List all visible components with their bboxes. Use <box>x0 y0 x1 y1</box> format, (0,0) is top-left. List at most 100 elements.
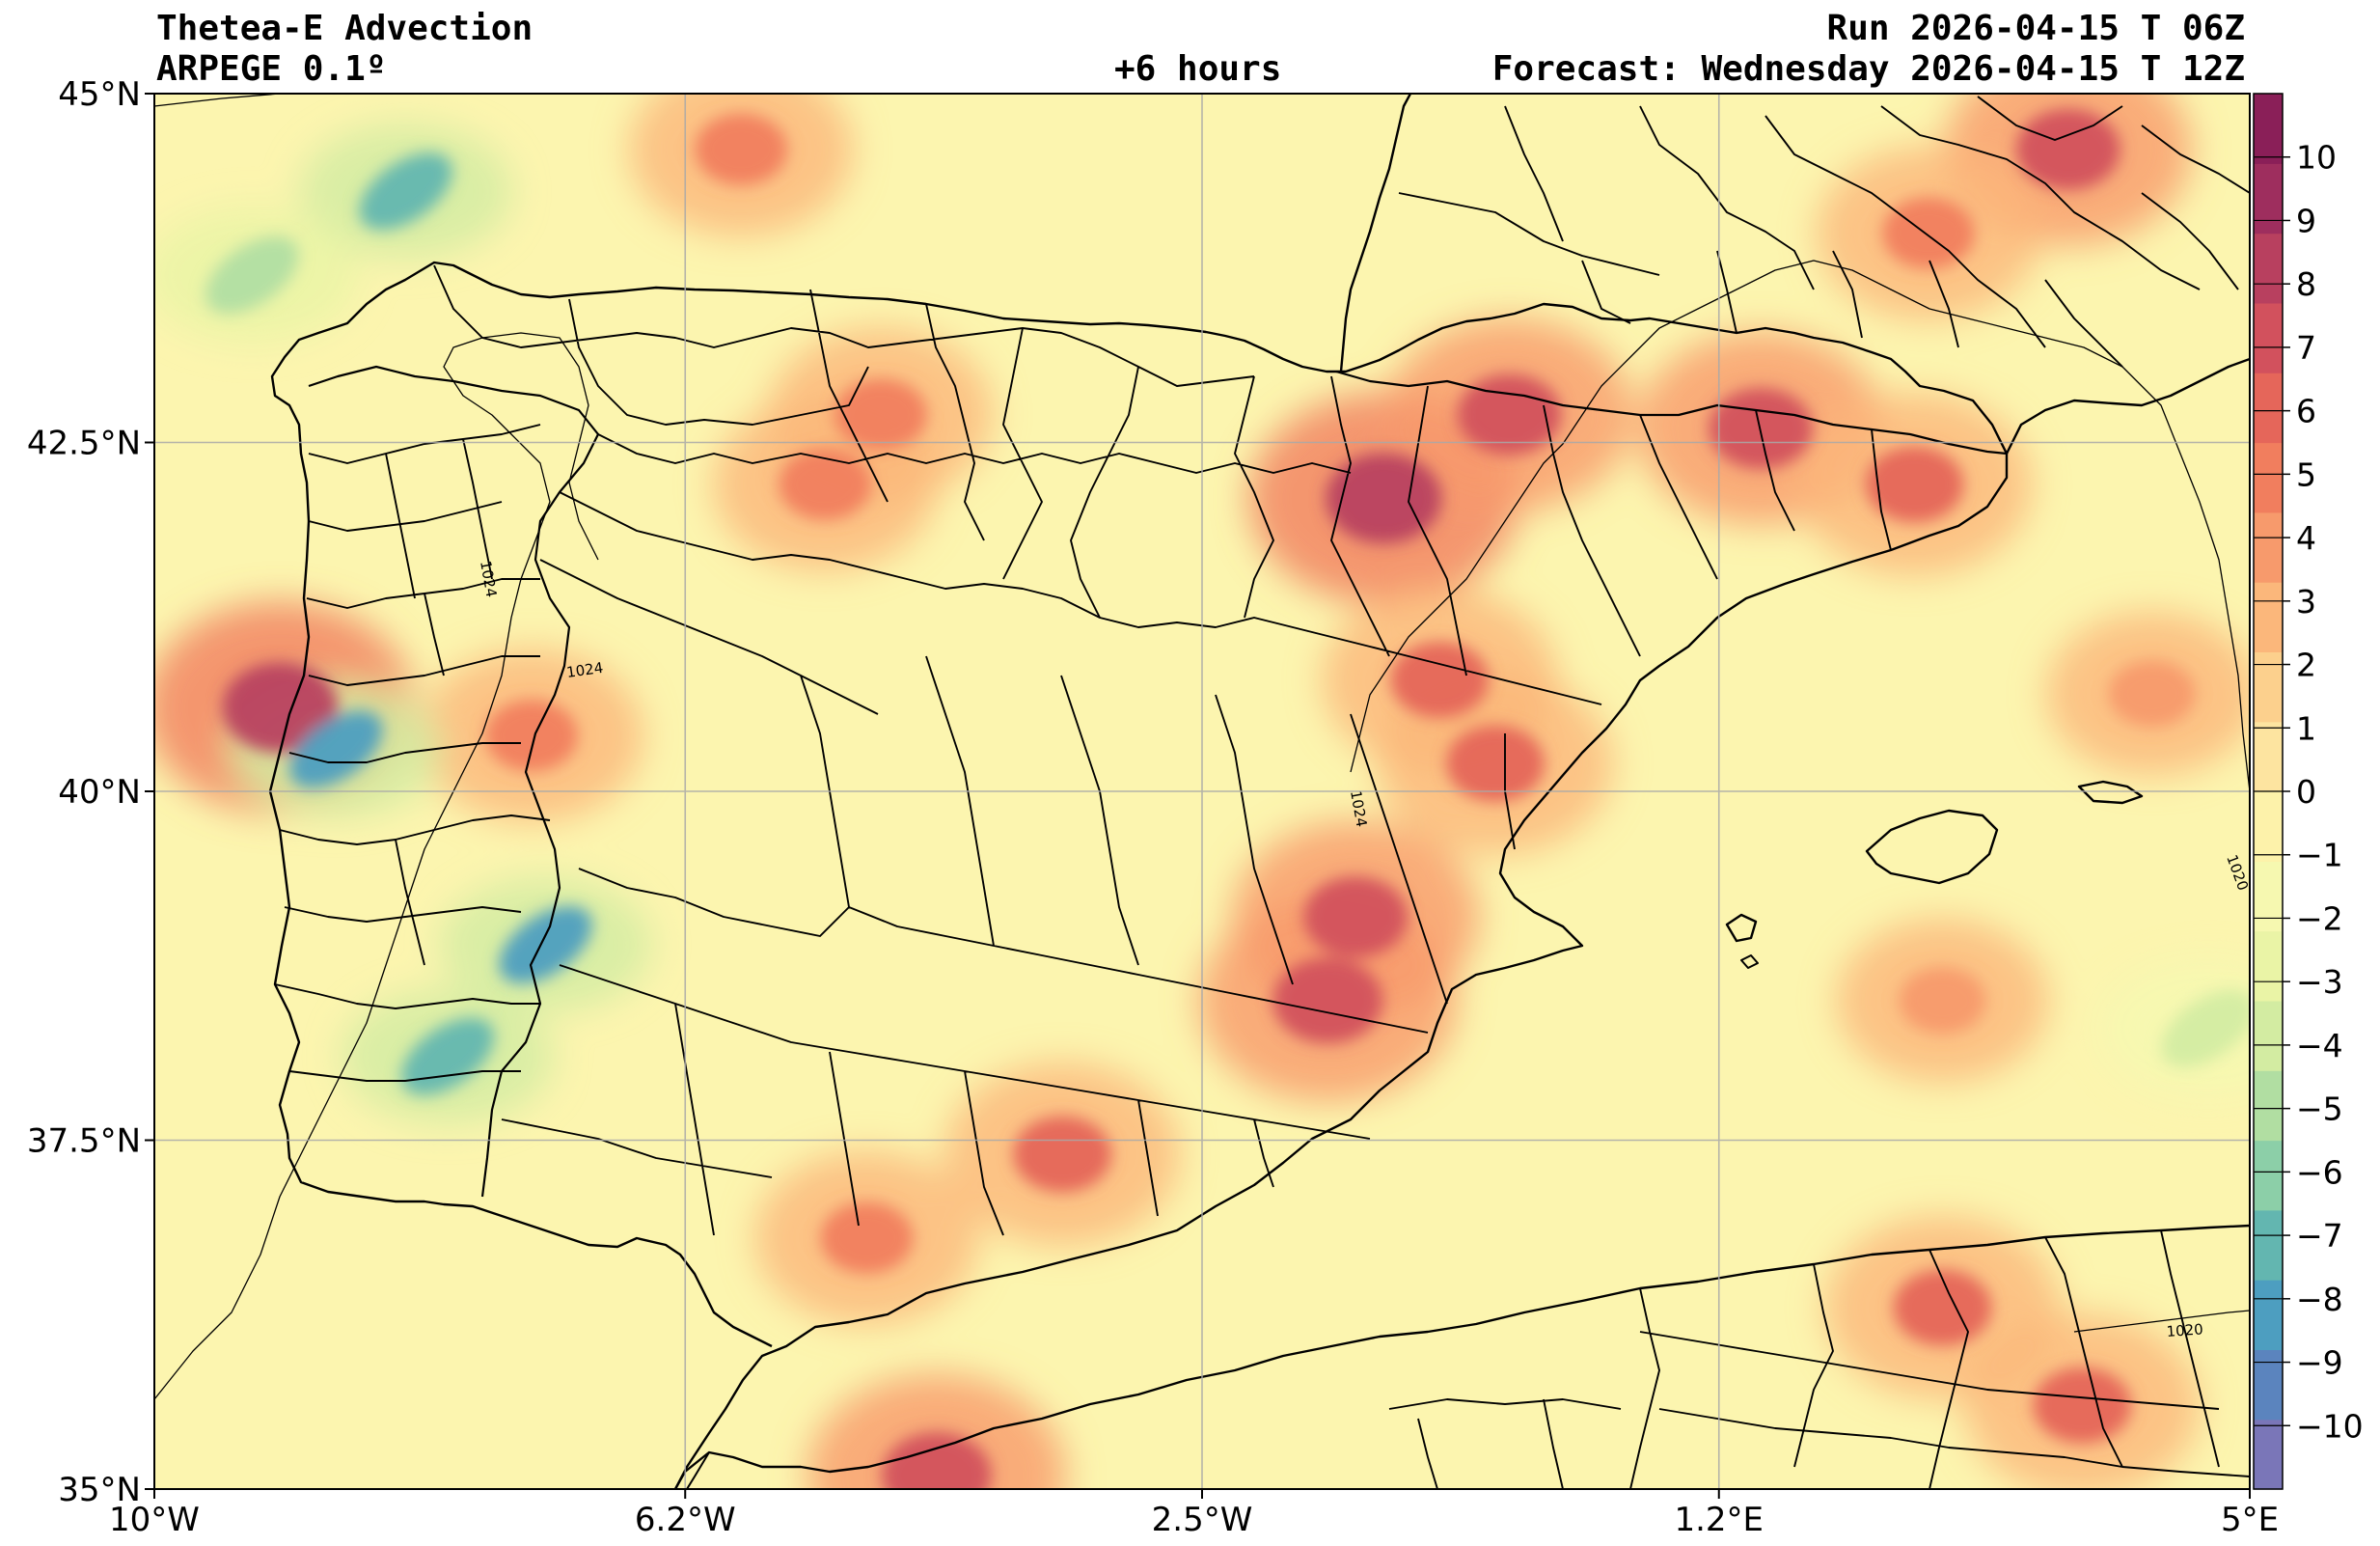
x-tick-label: 6.2°W <box>635 1501 736 1539</box>
advection-halo-warm <box>807 1373 1066 1489</box>
mallorca-island <box>1865 809 1999 885</box>
colorbar-segment <box>2254 373 2283 444</box>
colorbar-tick-label: −5 <box>2296 1090 2343 1128</box>
axis-ticks: 10°W 6.2°W 2.5°W 1.2°E 5°E 45°N 42.5°N 40°N 37.5… <box>27 75 2279 1539</box>
y-tick-label: 42.5°N <box>27 425 141 463</box>
advection-core-warm <box>1457 373 1562 456</box>
colorbar-segment <box>2254 791 2283 862</box>
ibiza-island <box>1725 913 1758 943</box>
isobar-label: 1020 <box>2166 1320 2203 1340</box>
advection-core-cold <box>400 1017 495 1095</box>
iberia-coastline <box>268 261 2009 1489</box>
advection-core-warm <box>834 378 927 451</box>
isobar-labels: 1024 1024 1024 1020 1020 <box>477 560 2250 1340</box>
colorbar-tick-label: −10 <box>2296 1407 2364 1445</box>
colorbar-tick-label: −8 <box>2296 1281 2343 1318</box>
map-panel[interactable]: 1024 1024 1024 1020 1020 <box>145 53 2313 1546</box>
x-tick-label: 1.2°E <box>1674 1501 1764 1539</box>
advection-core-cold <box>499 906 592 984</box>
colorbar-tick-label: 2 <box>2296 647 2316 684</box>
menorca-island <box>2077 780 2144 805</box>
advection-core-cold <box>205 235 299 314</box>
colorbar-segment <box>2254 1070 2283 1142</box>
advection-core-warm <box>820 1201 914 1274</box>
colorbar-segment <box>2254 302 2283 373</box>
colorbar-tick-label: 8 <box>2296 265 2316 303</box>
colorbar-tick-label: −3 <box>2296 963 2343 1001</box>
advection-core-warm <box>1013 1116 1112 1193</box>
advection-core-warm <box>2108 660 2196 728</box>
advection-core-warm <box>2015 108 2120 190</box>
colorbar-segment <box>2254 1000 2283 1071</box>
lead-time-label: +6 hours <box>1114 49 1282 89</box>
colorbar-segment <box>2254 1280 2283 1350</box>
colorbar-segment <box>2254 861 2283 932</box>
spain-province-borders <box>433 264 1892 1236</box>
run-label: Run 2026-04-15 T 06Z <box>1826 9 2245 48</box>
advection-core-warm <box>1446 725 1546 802</box>
model-label: ARPEGE 0.1º <box>156 49 387 89</box>
colorbar-segment <box>2254 163 2283 235</box>
colorbar-segment <box>2254 721 2283 792</box>
pyrenees-border <box>1335 370 2008 456</box>
isobar-label: 1024 <box>565 659 604 681</box>
advection-core-cold <box>2161 989 2250 1067</box>
colorbar-tick-label: −4 <box>2296 1027 2343 1064</box>
advection-core-warm <box>2033 1367 2132 1444</box>
colorbar-tick-label: −1 <box>2296 837 2343 874</box>
y-tick-label: 37.5°N <box>27 1122 141 1161</box>
forecast-label: Forecast: Wednesday 2026-04-15 T 12Z <box>1491 49 2245 89</box>
advection-core-warm <box>779 448 872 520</box>
advection-core-cold <box>359 152 452 231</box>
advection-core-warm <box>1326 453 1442 544</box>
colorbar-segment <box>2254 94 2283 164</box>
advection-core-warm <box>222 662 339 754</box>
colorbar-tick-label: −2 <box>2296 899 2343 937</box>
colorbar-tick-label: −6 <box>2296 1153 2343 1191</box>
y-tick-label: 35°N <box>58 1471 141 1509</box>
colorbar-segment <box>2254 651 2283 723</box>
colorbar-tick-label: −9 <box>2296 1344 2343 1382</box>
france-coastline <box>1339 94 1412 373</box>
colorbar-tick-label: 6 <box>2296 393 2316 430</box>
north-africa-coastline <box>673 1224 2250 1489</box>
colorbar-tick-label: 3 <box>2296 583 2316 621</box>
colorbar-segment <box>2254 233 2283 304</box>
colorbar-segment <box>2254 442 2283 513</box>
colorbar-tick-label: 7 <box>2296 329 2316 367</box>
colorbar-tick-label: 10 <box>2296 139 2337 177</box>
colorbar-segment <box>2254 511 2283 583</box>
x-tick-label: 10°W <box>109 1501 200 1539</box>
y-tick-label: 45°N <box>58 75 141 114</box>
advection-core-warm <box>1881 197 1975 269</box>
colorbar-tick-label: 9 <box>2296 202 2316 239</box>
x-tick-label: 2.5°W <box>1152 1501 1253 1539</box>
advection-core-warm <box>1899 967 1986 1035</box>
advection-core-warm <box>1272 957 1383 1044</box>
portugal-district-borders <box>274 424 551 1082</box>
advection-core-warm <box>484 700 578 772</box>
lat-lon-grid <box>154 94 2250 1489</box>
colorbar-segment <box>2254 1209 2283 1281</box>
x-tick-label: 5°E <box>2221 1501 2279 1539</box>
advection-core-warm <box>1303 876 1409 958</box>
colorbar-tick-label: 0 <box>2296 773 2316 811</box>
formentera-island <box>1740 954 1759 969</box>
france-internal-borders <box>1398 96 2250 368</box>
advection-core-cold <box>289 710 383 788</box>
colorbar-tick-label: −7 <box>2296 1217 2343 1255</box>
morocco-atlantic-coast <box>686 1451 710 1489</box>
colorbar-segment <box>2254 1140 2283 1211</box>
colorbar-segment <box>2254 1419 2283 1490</box>
portugal-spain-border <box>308 365 600 1198</box>
colorbar-segment <box>2254 582 2283 652</box>
y-tick-label: 40°N <box>58 773 141 812</box>
advection-core-warm <box>1390 641 1490 718</box>
colorbar-segment <box>2254 930 2283 1002</box>
coastlines-and-borders <box>154 94 2250 1489</box>
advection-core-warm <box>1865 446 1964 523</box>
colorbar-tick-label: 1 <box>2296 709 2316 747</box>
advection-core-warm <box>881 1432 992 1489</box>
